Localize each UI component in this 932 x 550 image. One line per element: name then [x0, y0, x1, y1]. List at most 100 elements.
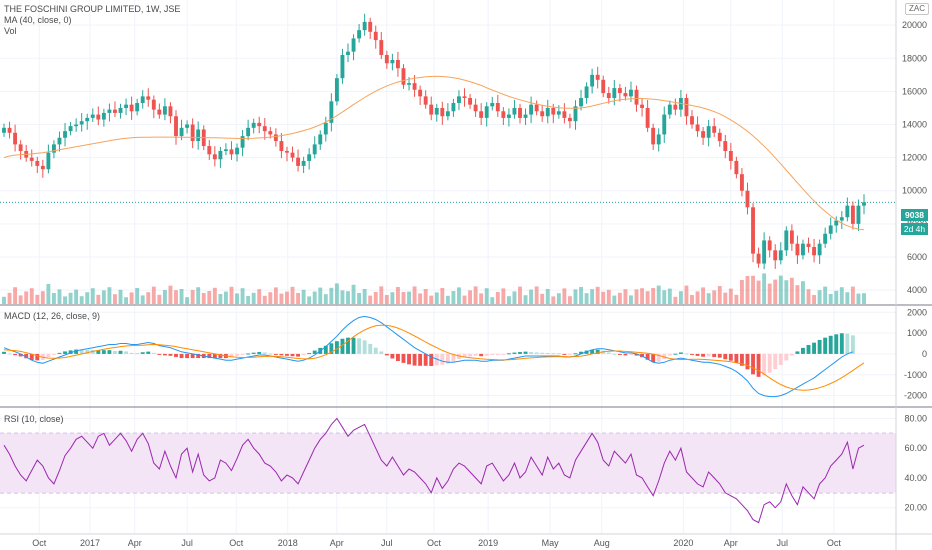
macd-histogram-bar: [384, 353, 389, 356]
volume-bar: [584, 293, 589, 304]
candle-body: [401, 68, 406, 85]
macd-histogram-bar: [723, 353, 728, 360]
price-scale[interactable]: 4000600080001000012000140001600018000200…: [902, 20, 927, 513]
candle-body: [168, 106, 173, 117]
candle-body: [712, 126, 717, 133]
volume-bar: [712, 290, 717, 304]
candle-body: [828, 225, 833, 234]
volume-bar: [251, 292, 256, 304]
candle-body: [862, 202, 866, 206]
volume-bars: [2, 273, 866, 304]
volume-bar: [357, 293, 362, 304]
macd-histogram-bar: [434, 353, 439, 366]
volume-bar: [118, 289, 123, 304]
candle-body: [723, 141, 728, 151]
macd-histogram-bar: [767, 353, 772, 373]
time-tick-label: Oct: [32, 538, 47, 548]
macd-histogram-bar: [701, 353, 706, 357]
main-legend: THE FOSCHINI GROUP LIMITED, 1W, JSE MA (…: [4, 4, 180, 37]
macd-histogram-bar: [606, 352, 611, 354]
macd-histogram-bar: [473, 353, 478, 356]
volume-bar: [595, 286, 600, 304]
macd-histogram-bar: [429, 353, 434, 366]
candle-body: [795, 243, 800, 256]
candle-body: [640, 104, 645, 108]
currency-label[interactable]: ZAC: [905, 3, 929, 15]
price-tick-label: 40.00: [904, 473, 927, 483]
macd-histogram-bar: [706, 353, 711, 357]
volume-bar: [185, 297, 190, 304]
macd-histogram-bar: [246, 353, 251, 355]
volume-bar: [390, 292, 395, 304]
ma-legend: MA (40, close, 0): [4, 15, 72, 25]
volume-bar: [529, 289, 534, 304]
candle-body: [140, 96, 145, 103]
volume-bar: [623, 289, 628, 304]
volume-bar: [362, 289, 367, 304]
candle-body: [212, 154, 217, 160]
volume-bar: [429, 295, 434, 304]
time-scale[interactable]: Oct 2017 Apr Jul Oct 2018 Apr Jul Oct 2019 May Aug 2…: [32, 538, 841, 548]
macd-histogram-bar: [212, 353, 217, 359]
macd-histogram-bar: [673, 353, 678, 355]
volume-bar: [662, 290, 667, 304]
macd-histogram-bar: [118, 350, 123, 354]
candle-body: [812, 247, 817, 256]
volume-bar: [590, 289, 595, 304]
volume-bar: [473, 286, 478, 304]
candle-body: [617, 88, 622, 94]
volume-bar: [745, 276, 750, 304]
candle-body: [57, 137, 62, 145]
macd-histogram-bar: [545, 352, 550, 354]
macd-histogram-bar: [590, 349, 595, 354]
macd-histogram-bar: [368, 343, 373, 354]
candle-body: [113, 109, 117, 113]
macd-histogram-bar: [551, 353, 556, 355]
macd-histogram-bar: [390, 353, 395, 359]
volume-bar: [24, 291, 29, 304]
macd-histogram-bar: [207, 353, 212, 359]
volume-bar: [695, 291, 700, 304]
volume-bar: [312, 291, 317, 304]
volume-bar: [218, 294, 223, 304]
volume-bar: [162, 290, 167, 304]
price-tick-label: -2000: [904, 391, 927, 401]
macd-histogram-bar: [190, 353, 195, 359]
candle-body: [384, 54, 389, 64]
volume-bar: [107, 287, 112, 304]
volume-bar: [285, 291, 289, 304]
volume-bar: [856, 293, 861, 304]
macd-histogram-bar: [124, 351, 129, 354]
candle-body: [684, 98, 689, 117]
macd-histogram-bar: [63, 351, 67, 354]
volume-bar: [606, 289, 611, 304]
volume-bar: [318, 287, 323, 304]
candle-body: [223, 149, 228, 151]
candle-body: [534, 104, 539, 112]
macd-histogram-bar: [828, 335, 833, 354]
candle-body: [63, 131, 67, 138]
candle-body: [567, 117, 572, 122]
candle-body: [634, 89, 639, 105]
price-tick-label: 16000: [902, 86, 927, 96]
volume-bar: [384, 295, 389, 304]
price-tick-label: 1000: [907, 328, 927, 338]
macd-histogram-bar: [801, 347, 805, 354]
candle-body: [506, 114, 511, 118]
time-tick-label: Jul: [777, 538, 789, 548]
time-tick-label: 2019: [478, 538, 498, 548]
volume-bar: [673, 296, 678, 304]
time-tick-label: May: [542, 538, 560, 548]
macd-histogram-bar: [579, 351, 583, 354]
volume-bar: [573, 289, 578, 304]
macd-histogram-bar: [7, 353, 12, 355]
volume-bar: [862, 293, 866, 304]
macd-histogram-bar: [850, 335, 855, 354]
candle-body: [645, 107, 650, 128]
candle-body: [90, 114, 95, 118]
candle-body: [501, 111, 506, 118]
volume-bar: [212, 287, 217, 304]
candle-body: [606, 93, 611, 99]
volume-bar: [351, 284, 356, 304]
